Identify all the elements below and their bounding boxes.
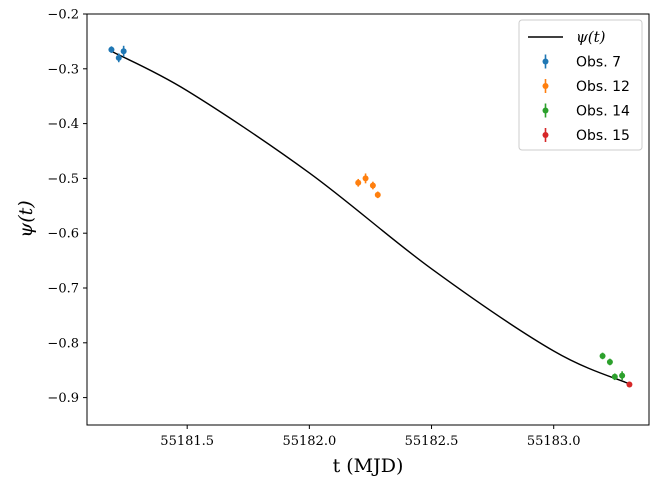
data-points-layer	[108, 45, 633, 388]
legend-label: Obs. 14	[576, 104, 630, 120]
y-tick-label: −0.6	[47, 227, 79, 242]
legend-label: ψ(t)	[576, 28, 606, 46]
model-curve-layer	[111, 50, 630, 385]
data-point	[599, 352, 606, 359]
legend-marker-swatch	[542, 132, 549, 138]
legend-box	[518, 19, 643, 151]
series-4	[626, 381, 633, 388]
x-axis: 55181.5 55182.0 55182.5 55183.0	[160, 425, 581, 449]
y-tick-label: −0.9	[47, 391, 79, 406]
y-axis: −0.2 −0.3 −0.4 −0.5 −0.6 −0.7 −0.8 −0.9	[47, 8, 87, 406]
legend: ψ(t) Obs. 7 Obs. 12 Obs. 14 Obs. 15	[518, 19, 643, 151]
y-tick-label: −0.8	[47, 336, 79, 351]
legend-label: Obs. 7	[576, 55, 621, 71]
series-2	[355, 173, 381, 199]
data-point	[369, 182, 376, 189]
data-point	[374, 191, 381, 198]
y-tick-label: −0.7	[47, 282, 79, 297]
data-point	[611, 373, 618, 380]
series-1	[108, 45, 127, 63]
legend-entries: ψ(t) Obs. 7 Obs. 12 Obs. 14 Obs. 15	[528, 28, 630, 144]
legend-marker-swatch	[542, 58, 549, 65]
data-point	[626, 381, 633, 388]
data-point	[108, 46, 115, 53]
x-tick-label: 55182.5	[405, 434, 459, 449]
y-axis-label: ψ(t)	[15, 200, 37, 237]
data-point	[120, 48, 127, 55]
x-tick-label: 55183.0	[527, 434, 581, 449]
y-tick-label: −0.3	[47, 62, 79, 77]
y-tick-label: −0.2	[47, 8, 79, 23]
x-tick-label: 55182.0	[282, 434, 336, 449]
data-point	[115, 54, 122, 61]
model-curve	[111, 50, 630, 385]
x-tick-label: 55181.5	[160, 434, 214, 449]
data-point	[606, 358, 613, 365]
plot-frame	[86, 13, 650, 426]
data-point	[355, 179, 362, 186]
data-point	[362, 175, 369, 182]
x-axis-label: t (MJD)	[333, 455, 404, 477]
data-point	[619, 372, 626, 379]
series-3	[599, 352, 626, 381]
y-tick-label: −0.4	[47, 117, 79, 132]
legend-label: Obs. 15	[576, 128, 630, 144]
legend-label: Obs. 12	[576, 79, 630, 95]
y-tick-label: −0.5	[47, 172, 79, 187]
legend-marker-swatch	[542, 107, 549, 114]
legend-marker-swatch	[542, 83, 549, 89]
